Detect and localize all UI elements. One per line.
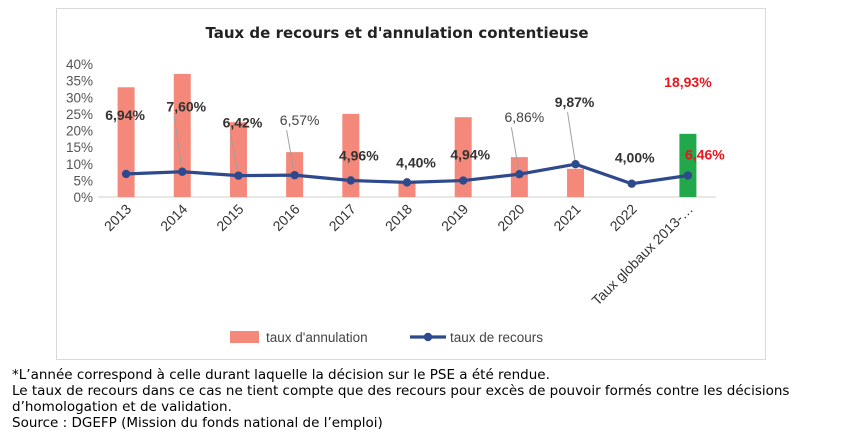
x-tick-label: 2017 xyxy=(326,201,359,234)
label-leader xyxy=(229,132,239,176)
chart-frame xyxy=(56,8,766,360)
footnotes: *L’année correspond à celle durant laque… xyxy=(12,367,832,431)
footnote-source: Source : DGEFP (Mission du fonds nationa… xyxy=(12,415,383,431)
recours-label: 6,42% xyxy=(223,115,263,131)
x-tick-label: 2021 xyxy=(550,201,583,234)
y-tick-label: 35% xyxy=(66,74,93,89)
footnote-definition: Le taux de recours dans ce cas ne tient … xyxy=(12,383,790,415)
y-tick-label: 5% xyxy=(73,173,93,188)
recours-label: 4,96% xyxy=(339,148,379,164)
chart: Taux de recours et d'annulation contenti… xyxy=(66,24,725,345)
recours-label: 6,57% xyxy=(280,112,320,128)
x-tick-label: 2013 xyxy=(101,201,134,234)
recours-label: 4,94% xyxy=(450,147,490,163)
bar-2015 xyxy=(229,122,247,197)
label-leader xyxy=(286,130,296,176)
bar-2018 xyxy=(398,182,416,197)
recours-label: 6,94% xyxy=(105,107,145,123)
x-tick-label: 2019 xyxy=(438,201,471,234)
recours-label: 6,86% xyxy=(505,109,545,125)
bar-2017 xyxy=(342,113,360,197)
recours-label: 9,87% xyxy=(555,94,595,110)
label-leader xyxy=(510,127,520,175)
y-tick-label: 25% xyxy=(66,107,93,122)
recours-point-2013 xyxy=(121,169,131,179)
x-tick-label: 2020 xyxy=(494,201,527,234)
chart-title: Taux de recours et d'annulation contenti… xyxy=(205,24,588,42)
bar-2014 xyxy=(173,73,191,197)
label-leader xyxy=(173,116,183,172)
recours-point-2020 xyxy=(515,169,524,179)
recours-point-2018 xyxy=(402,178,412,187)
x-tick-label: 2022 xyxy=(607,201,640,234)
y-tick-label: 0% xyxy=(73,190,93,205)
recours-point-2017 xyxy=(346,176,356,185)
recours-point-Taux globaux 2013-… xyxy=(683,171,693,180)
x-tick-label: 2018 xyxy=(382,201,415,234)
legend-line-label: taux de recours xyxy=(450,330,543,345)
recours-point-2021 xyxy=(571,159,580,169)
bar-Taux globaux 2013-… xyxy=(679,133,697,197)
y-tick-label: 10% xyxy=(66,157,93,172)
x-tick-label: 2015 xyxy=(213,201,246,234)
recours-point-2015 xyxy=(234,171,243,180)
bar-2013 xyxy=(117,87,135,197)
y-tick-label: 30% xyxy=(66,90,93,105)
x-tick-label: Taux globaux 2013-… xyxy=(588,201,696,309)
bar-2021 xyxy=(567,168,585,197)
x-tick-label: 2016 xyxy=(269,201,302,234)
bar-2019 xyxy=(454,117,472,197)
recours-point-2022 xyxy=(627,179,636,188)
recours-point-2019 xyxy=(458,176,468,185)
legend-line-marker xyxy=(423,332,433,342)
recours-label: 7,60% xyxy=(166,99,206,115)
y-tick-label: 40% xyxy=(66,57,93,72)
recours-point-2016 xyxy=(290,170,299,180)
y-tick-label: 20% xyxy=(66,124,93,139)
legend-bar-label: taux d'annulation xyxy=(266,330,368,345)
x-tick-label: 2014 xyxy=(157,201,190,234)
legend-bar-swatch xyxy=(230,331,259,343)
recours-point-2014 xyxy=(178,167,187,176)
recours-label: 4,00% xyxy=(615,150,655,166)
recours-label: 4,40% xyxy=(396,154,436,170)
recours-label: 6,46% xyxy=(685,147,725,163)
y-tick-label: 15% xyxy=(66,140,93,155)
annulation-label: 18,93% xyxy=(664,74,712,90)
label-leader xyxy=(567,112,577,165)
footnote-year: *L’année correspond à celle durant laque… xyxy=(12,367,550,383)
